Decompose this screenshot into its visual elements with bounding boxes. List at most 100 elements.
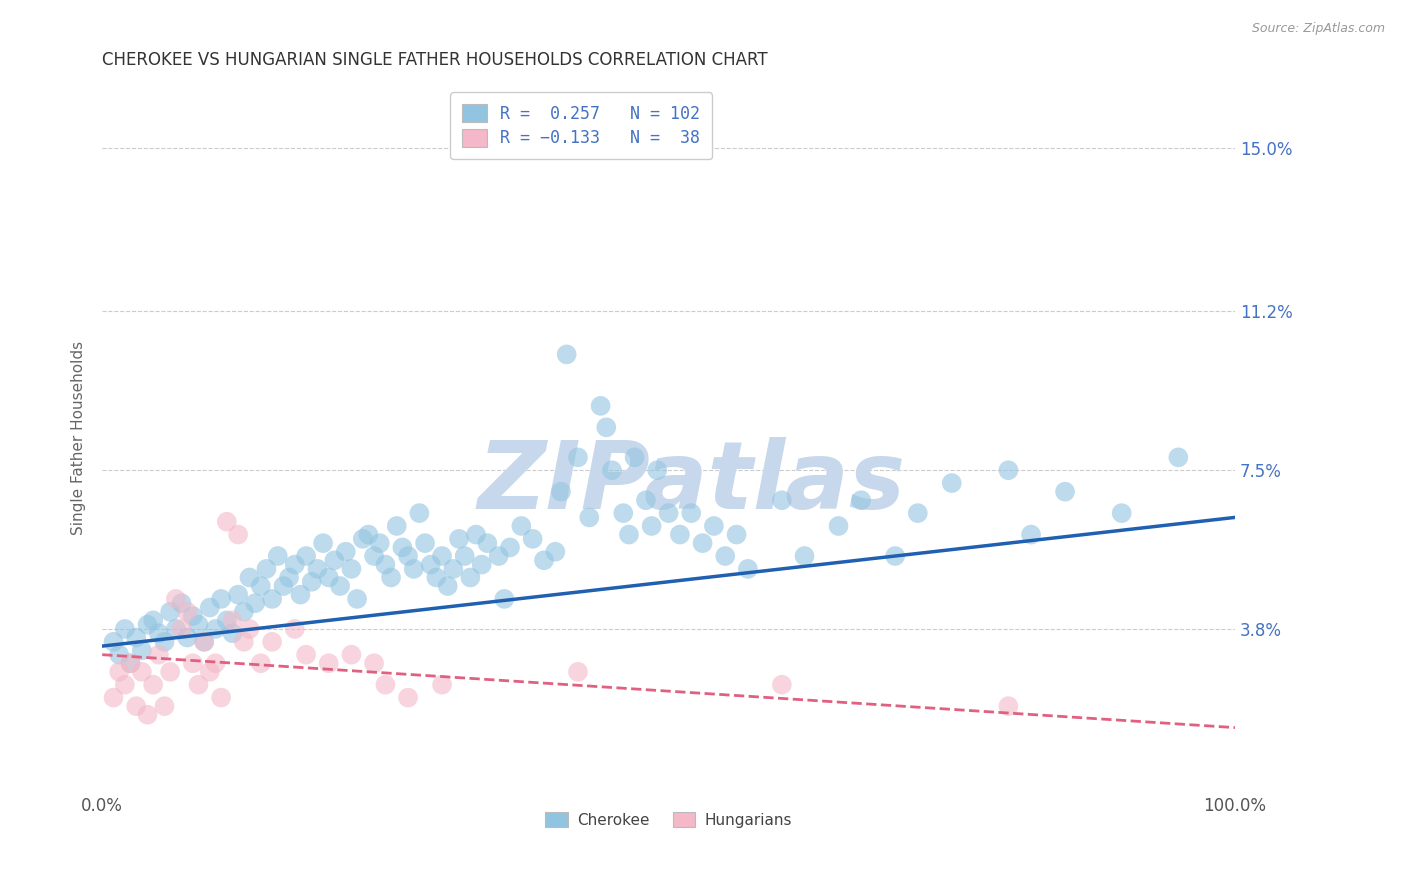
Point	[465, 527, 488, 541]
Point	[136, 617, 159, 632]
Point	[204, 657, 226, 671]
Point	[634, 493, 657, 508]
Point	[1054, 484, 1077, 499]
Point	[284, 622, 307, 636]
Point	[193, 635, 215, 649]
Point	[307, 562, 329, 576]
Point	[120, 657, 142, 671]
Point	[595, 420, 617, 434]
Point	[494, 591, 516, 606]
Point	[1167, 450, 1189, 465]
Point	[645, 463, 668, 477]
Point	[142, 613, 165, 627]
Point	[617, 527, 640, 541]
Point	[884, 549, 907, 563]
Point	[243, 596, 266, 610]
Point	[408, 506, 430, 520]
Point	[793, 549, 815, 563]
Point	[159, 605, 181, 619]
Point	[170, 596, 193, 610]
Point	[335, 545, 357, 559]
Point	[380, 570, 402, 584]
Point	[323, 553, 346, 567]
Point	[600, 463, 623, 477]
Point	[131, 665, 153, 679]
Point	[441, 562, 464, 576]
Point	[159, 665, 181, 679]
Point	[318, 657, 340, 671]
Point	[510, 519, 533, 533]
Point	[578, 510, 600, 524]
Point	[181, 657, 204, 671]
Point	[312, 536, 335, 550]
Point	[232, 605, 254, 619]
Point	[430, 678, 453, 692]
Point	[267, 549, 290, 563]
Point	[204, 622, 226, 636]
Point	[714, 549, 737, 563]
Point	[396, 549, 419, 563]
Point	[363, 549, 385, 563]
Point	[120, 657, 142, 671]
Point	[153, 635, 176, 649]
Point	[447, 532, 470, 546]
Point	[125, 631, 148, 645]
Point	[385, 519, 408, 533]
Point	[436, 579, 458, 593]
Y-axis label: Single Father Households: Single Father Households	[72, 341, 86, 535]
Point	[567, 450, 589, 465]
Point	[187, 678, 209, 692]
Point	[391, 541, 413, 555]
Point	[460, 570, 482, 584]
Point	[454, 549, 477, 563]
Point	[226, 527, 249, 541]
Point	[256, 562, 278, 576]
Point	[273, 579, 295, 593]
Point	[238, 570, 260, 584]
Point	[103, 690, 125, 705]
Point	[278, 570, 301, 584]
Text: CHEROKEE VS HUNGARIAN SINGLE FATHER HOUSEHOLDS CORRELATION CHART: CHEROKEE VS HUNGARIAN SINGLE FATHER HOUS…	[103, 51, 768, 69]
Point	[430, 549, 453, 563]
Point	[589, 399, 612, 413]
Point	[114, 622, 136, 636]
Point	[907, 506, 929, 520]
Point	[249, 579, 271, 593]
Point	[226, 588, 249, 602]
Point	[488, 549, 510, 563]
Point	[148, 648, 170, 662]
Point	[176, 631, 198, 645]
Point	[103, 635, 125, 649]
Point	[215, 613, 238, 627]
Point	[165, 622, 187, 636]
Point	[770, 678, 793, 692]
Point	[165, 591, 187, 606]
Point	[550, 484, 572, 499]
Point	[522, 532, 544, 546]
Legend: Cherokee, Hungarians: Cherokee, Hungarians	[538, 805, 799, 834]
Point	[181, 609, 204, 624]
Point	[193, 635, 215, 649]
Point	[232, 635, 254, 649]
Point	[209, 591, 232, 606]
Point	[413, 536, 436, 550]
Point	[471, 558, 494, 572]
Point	[623, 450, 645, 465]
Point	[1111, 506, 1133, 520]
Point	[148, 626, 170, 640]
Point	[1019, 527, 1042, 541]
Point	[340, 648, 363, 662]
Point	[284, 558, 307, 572]
Point	[262, 635, 284, 649]
Point	[725, 527, 748, 541]
Point	[114, 678, 136, 692]
Point	[703, 519, 725, 533]
Point	[658, 506, 681, 520]
Point	[318, 570, 340, 584]
Point	[340, 562, 363, 576]
Point	[567, 665, 589, 679]
Point	[681, 506, 703, 520]
Point	[941, 476, 963, 491]
Point	[544, 545, 567, 559]
Point	[374, 678, 396, 692]
